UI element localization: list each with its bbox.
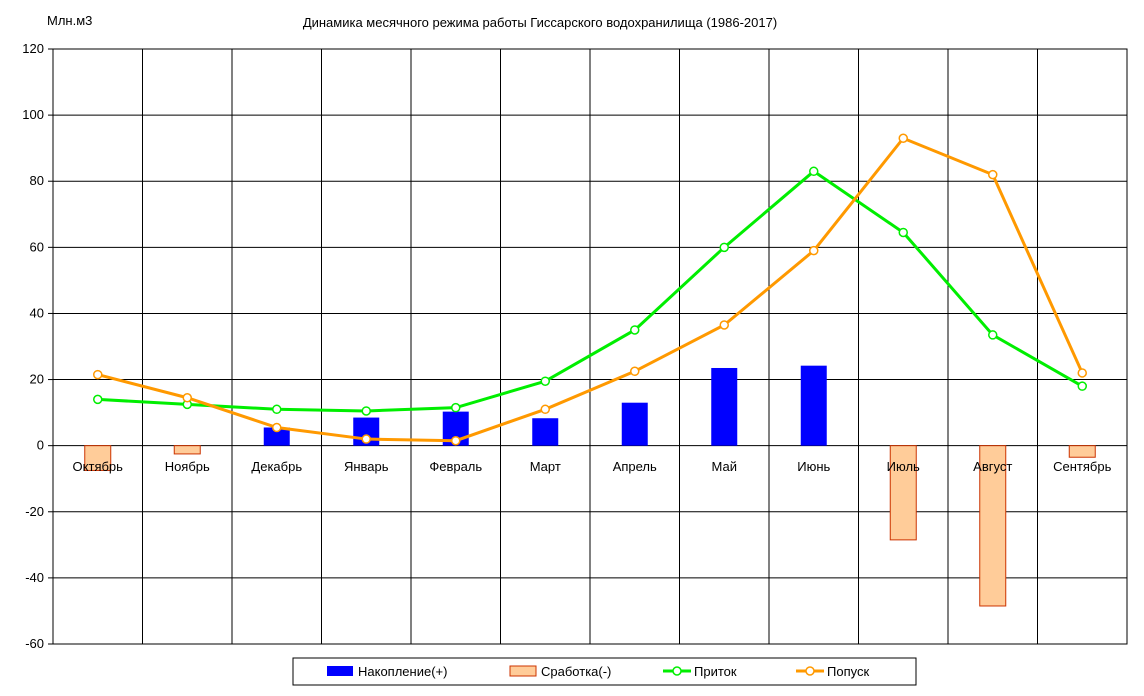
legend-label-2: Приток — [694, 664, 737, 679]
series-point-1-6 — [630, 366, 640, 377]
lines — [93, 133, 1087, 446]
legend-swatch-1 — [509, 665, 537, 677]
grid — [48, 48, 1128, 645]
series-point-0-6 — [630, 325, 640, 335]
bar-accumulation-2 — [263, 427, 290, 446]
y-tick-label: 0 — [37, 438, 44, 453]
x-tick-labels: Октябрь Ноябрь Декабрь Январь Февраль Март Апр… — [73, 459, 1112, 474]
series-point-0-0 — [93, 394, 103, 405]
series-point-0-5 — [540, 376, 550, 386]
bar-drawdown-10 — [979, 445, 1007, 607]
y-tick-label: 80 — [30, 173, 44, 188]
bar-drawdown-1 — [173, 445, 201, 455]
x-tick-label: Апрель — [613, 459, 657, 474]
series-line-0 — [97, 169, 1083, 413]
legend-swatch-0 — [327, 666, 353, 676]
legend-marker-3 — [805, 666, 815, 676]
x-tick-label: Май — [712, 459, 737, 474]
x-tick-label: Февраль — [429, 459, 482, 474]
bar-drawdown-11 — [1068, 445, 1096, 458]
x-tick-label: Август — [973, 459, 1012, 474]
x-tick-label: Июль — [887, 459, 920, 474]
x-tick-label: Март — [530, 459, 561, 474]
series-point-0-10 — [988, 330, 998, 340]
legend-label-3: Попуск — [827, 664, 869, 679]
bar-drawdown-0 — [84, 445, 112, 471]
series-point-0-4 — [451, 402, 461, 413]
series-point-0-2 — [272, 404, 282, 415]
bar-accumulation-6 — [621, 402, 648, 446]
series-point-1-0 — [93, 369, 103, 380]
x-tick-label: Июнь — [797, 459, 830, 474]
bar-accumulation-7 — [711, 367, 738, 446]
legend-label-0: Накопление(+) — [358, 664, 447, 679]
x-tick-label: Декабрь — [251, 459, 302, 474]
y-tick-label: -20 — [25, 504, 44, 519]
y-tick-label: 100 — [22, 107, 44, 122]
chart-title: Динамика месячного режима работы Гиссарс… — [303, 15, 777, 30]
x-tick-label: Сентябрь — [1053, 459, 1111, 474]
y-tick-label: 60 — [30, 239, 44, 254]
legend-marker-2 — [672, 666, 682, 676]
series-point-0-9 — [898, 227, 908, 238]
legend-label-1: Сработка(-) — [541, 664, 611, 679]
series-point-1-11 — [1077, 368, 1087, 378]
bar-accumulation-8 — [800, 365, 827, 446]
x-tick-label: Октябрь — [73, 459, 124, 474]
series-point-0-8 — [809, 166, 819, 177]
series-point-0-11 — [1077, 381, 1087, 391]
x-tick-label: Ноябрь — [165, 459, 210, 474]
series-point-1-2 — [272, 422, 282, 433]
series-point-1-7 — [719, 320, 729, 330]
series-point-1-5 — [540, 404, 550, 415]
y-tick-label: 120 — [22, 41, 44, 56]
series-point-1-8 — [809, 245, 819, 256]
plot-frame — [52, 48, 1128, 645]
series-point-1-9 — [898, 133, 908, 143]
x-tick-label: Январь — [344, 459, 389, 474]
series-point-1-10 — [988, 169, 998, 180]
series-point-0-7 — [719, 242, 729, 253]
series-point-1-3 — [361, 434, 371, 444]
y-tick-label: -60 — [25, 636, 44, 651]
series-line-1 — [97, 136, 1084, 443]
bar-accumulation-5 — [532, 418, 559, 446]
legend: Накопление(+) Сработка(-) Приток Попуск — [292, 657, 917, 686]
series-point-1-4 — [451, 435, 461, 446]
y-tick-labels: 120 100 80 60 40 20 0 -20 -40 -60 — [22, 41, 44, 651]
series-point-0-3 — [361, 406, 371, 416]
bar-drawdown-9 — [889, 445, 917, 541]
y-tick-label: 20 — [30, 372, 44, 387]
y-tick-label: 40 — [30, 305, 44, 320]
series-point-1-1 — [182, 392, 192, 403]
y-tick-label: -40 — [25, 570, 44, 585]
y-axis-label: Млн.м3 — [47, 13, 92, 28]
